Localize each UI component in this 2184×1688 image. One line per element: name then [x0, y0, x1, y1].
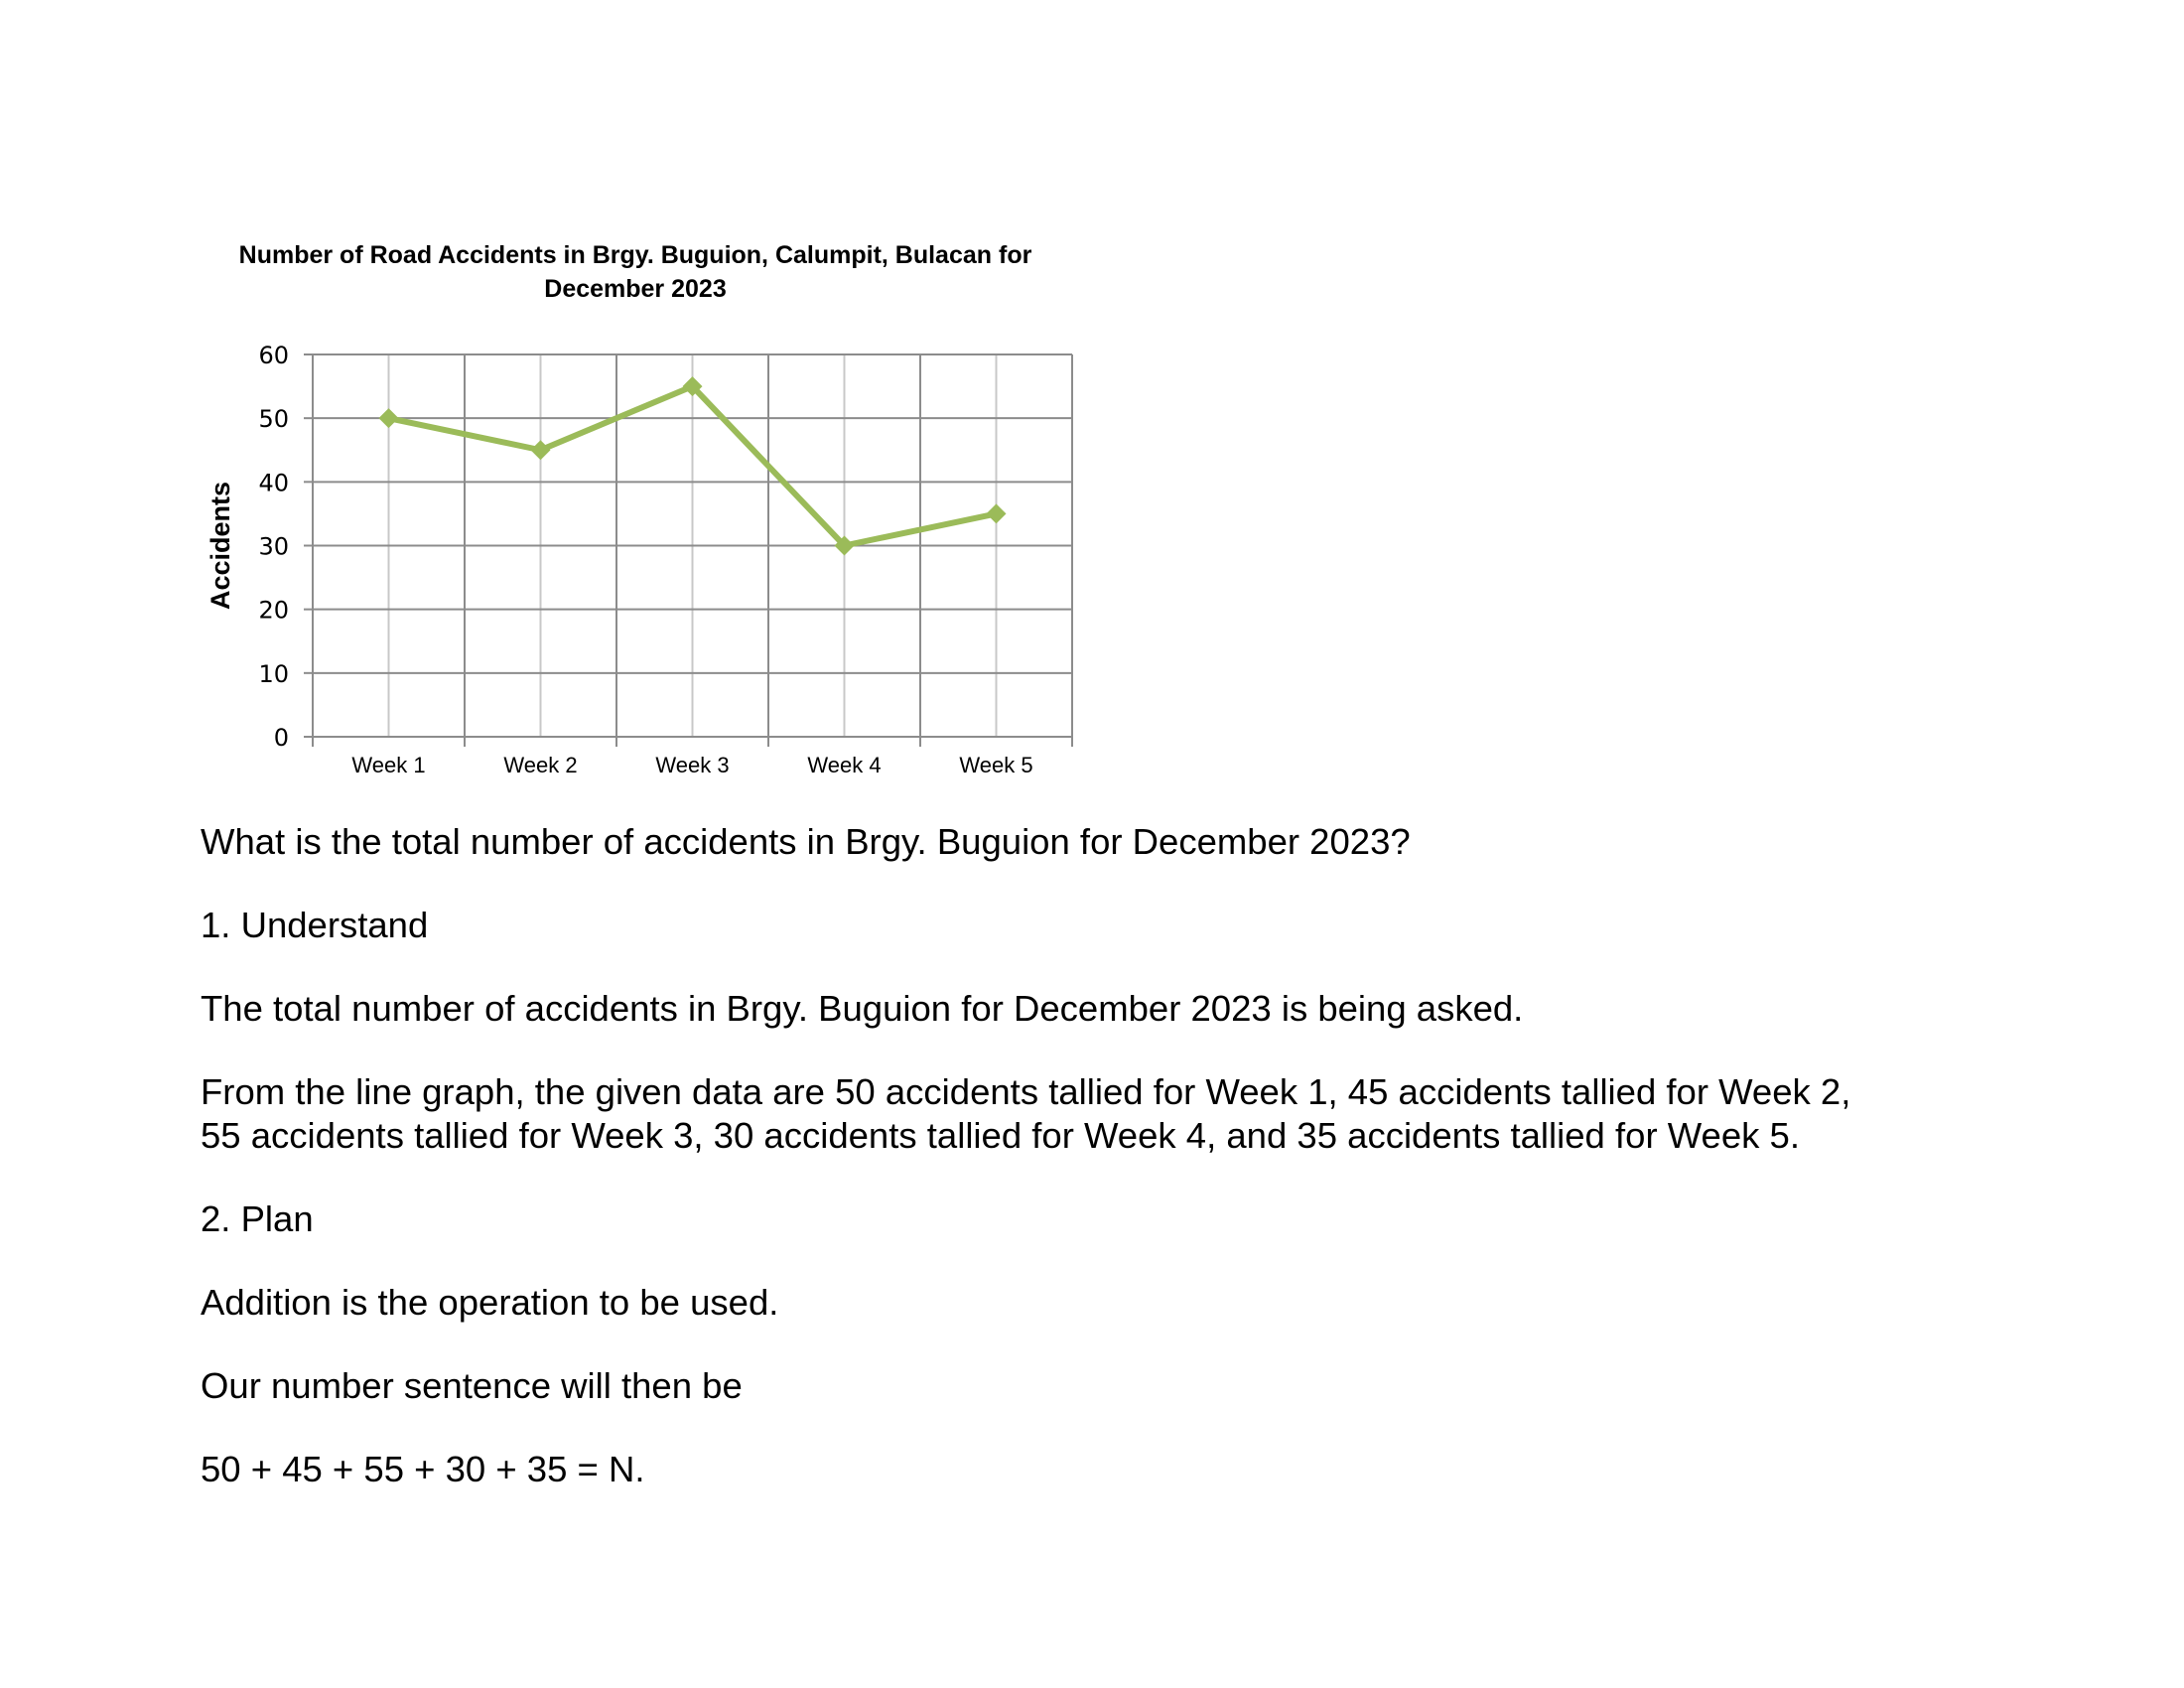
step-1-heading: 1. Understand: [201, 905, 429, 945]
y-tick-label: 20: [258, 597, 289, 625]
chart-series: [378, 376, 1007, 556]
number-sentence-intro: Our number sentence will then be: [201, 1365, 743, 1406]
step-2-text: Addition is the operation to be used.: [201, 1282, 779, 1323]
y-axis-title: Accidents: [205, 482, 235, 610]
step-1-text: The total number of accidents in Brgy. B…: [201, 988, 1524, 1029]
data-point-marker: [986, 503, 1007, 524]
chart-grid: [313, 353, 1073, 737]
x-tick-label: Week 2: [503, 753, 577, 777]
data-point-marker: [834, 535, 855, 556]
y-tick-label: 40: [258, 469, 289, 496]
given-data-line-2: 55 accidents tallied for Week 3, 30 acci…: [201, 1115, 1800, 1156]
data-point-marker: [682, 376, 703, 397]
question-text: What is the total number of accidents in…: [201, 821, 1411, 862]
chart-axes: [304, 353, 1073, 747]
chart-labels: 0 10 20 30 40 50 60 Week 1 Week 2 Week 3 Week 4 Wee…: [258, 342, 1032, 777]
y-tick-label: 50: [258, 405, 289, 433]
x-tick-label: Week 3: [655, 753, 729, 777]
y-tick-label: 60: [258, 342, 289, 369]
number-sentence: 50 + 45 + 55 + 30 + 35 = N.: [201, 1449, 645, 1489]
y-tick-label: 30: [258, 533, 289, 561]
given-data-line-1: From the line graph, the given data are …: [201, 1071, 1851, 1112]
x-tick-label: Week 1: [351, 753, 425, 777]
x-tick-label: Week 4: [807, 753, 881, 777]
chart-title-line-1: Number of Road Accidents in Brgy. Buguio…: [238, 241, 1032, 269]
data-point-marker: [530, 440, 551, 461]
y-tick-label: 10: [258, 660, 289, 688]
chart-title: Number of Road Accidents in Brgy. Buguio…: [189, 238, 1082, 306]
line-chart: 0 10 20 30 40 50 60 Week 1 Week 2 Week 3 Week 4 Wee…: [205, 342, 1073, 777]
chart-title-line-2: December 2023: [544, 275, 727, 303]
x-tick-label: Week 5: [959, 753, 1032, 777]
y-tick-label: 0: [274, 724, 289, 752]
data-point-marker: [378, 408, 399, 429]
step-2-heading: 2. Plan: [201, 1198, 314, 1239]
